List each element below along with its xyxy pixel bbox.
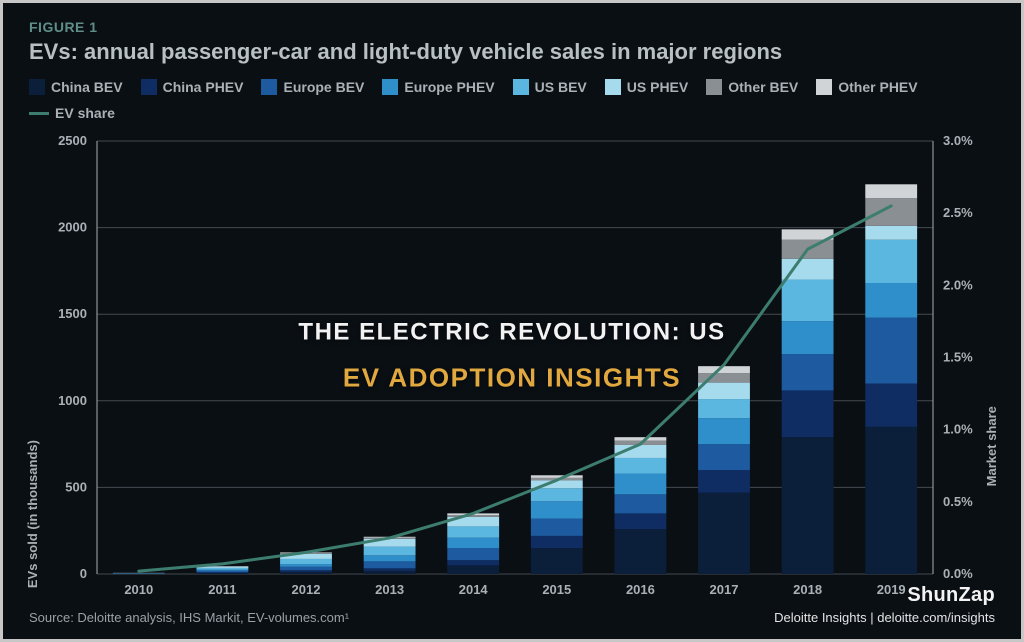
svg-text:2018: 2018 [793, 582, 822, 597]
credit-right: Deloitte Insights | deloitte.com/insight… [774, 610, 995, 625]
svg-text:1.0%: 1.0% [943, 422, 973, 437]
legend-label: Europe PHEV [404, 79, 494, 95]
svg-text:2019: 2019 [877, 582, 906, 597]
legend-swatch [382, 79, 398, 95]
legend-item: Other PHEV [816, 79, 917, 95]
legend-label: US PHEV [627, 79, 688, 95]
svg-text:2012: 2012 [292, 582, 321, 597]
legend-swatch [605, 79, 621, 95]
legend-item: EV share [29, 105, 115, 121]
legend-label: Other PHEV [838, 79, 917, 95]
legend-label: China BEV [51, 79, 123, 95]
legend-swatch [513, 79, 529, 95]
svg-text:2017: 2017 [710, 582, 739, 597]
chart-svg: 0 500 1000 1500 2000 2500 0.0% 0.5% 1.0% 1.5% 2.0%… [29, 127, 995, 604]
legend-item: Europe BEV [261, 79, 364, 95]
legend: China BEV China PHEV Europe BEV Europe PHEV… [29, 79, 995, 121]
svg-text:0.5%: 0.5% [943, 494, 973, 509]
legend-item: Other BEV [706, 79, 798, 95]
svg-text:0: 0 [80, 566, 87, 581]
legend-item: China PHEV [141, 79, 244, 95]
legend-swatch [261, 79, 277, 95]
svg-text:1500: 1500 [58, 306, 87, 321]
svg-text:2010: 2010 [124, 582, 153, 597]
legend-swatch [29, 79, 45, 95]
svg-text:2000: 2000 [58, 220, 87, 235]
legend-line-swatch [29, 112, 49, 115]
legend-item: US PHEV [605, 79, 688, 95]
figure-title: EVs: annual passenger-car and light-duty… [29, 39, 995, 65]
legend-swatch [706, 79, 722, 95]
legend-item: China BEV [29, 79, 123, 95]
svg-text:2011: 2011 [208, 582, 236, 597]
legend-label: Other BEV [728, 79, 798, 95]
legend-item: Europe PHEV [382, 79, 494, 95]
figure-frame: FIGURE 1 EVs: annual passenger-car and l… [0, 0, 1024, 642]
legend-item: US BEV [513, 79, 587, 95]
svg-text:1.5%: 1.5% [943, 350, 973, 365]
svg-text:3.0%: 3.0% [943, 133, 973, 148]
legend-label: US BEV [535, 79, 587, 95]
legend-swatch [141, 79, 157, 95]
svg-text:2.5%: 2.5% [943, 205, 973, 220]
legend-swatch [816, 79, 832, 95]
brand-watermark: ShunZap [907, 584, 995, 607]
chart-area: EVs sold (in thousands) Market share 050… [29, 127, 995, 604]
svg-text:2500: 2500 [58, 133, 87, 148]
legend-label: China PHEV [163, 79, 244, 95]
svg-text:500: 500 [65, 479, 87, 494]
svg-text:2.0%: 2.0% [943, 277, 973, 292]
svg-text:2016: 2016 [626, 582, 655, 597]
svg-text:2014: 2014 [459, 582, 489, 597]
svg-text:2015: 2015 [542, 582, 571, 597]
svg-text:1000: 1000 [58, 393, 87, 408]
legend-label: EV share [55, 105, 115, 121]
svg-text:2013: 2013 [375, 582, 404, 597]
svg-text:0.0%: 0.0% [943, 566, 973, 581]
figure-label: FIGURE 1 [29, 19, 995, 35]
legend-label: Europe BEV [283, 79, 364, 95]
